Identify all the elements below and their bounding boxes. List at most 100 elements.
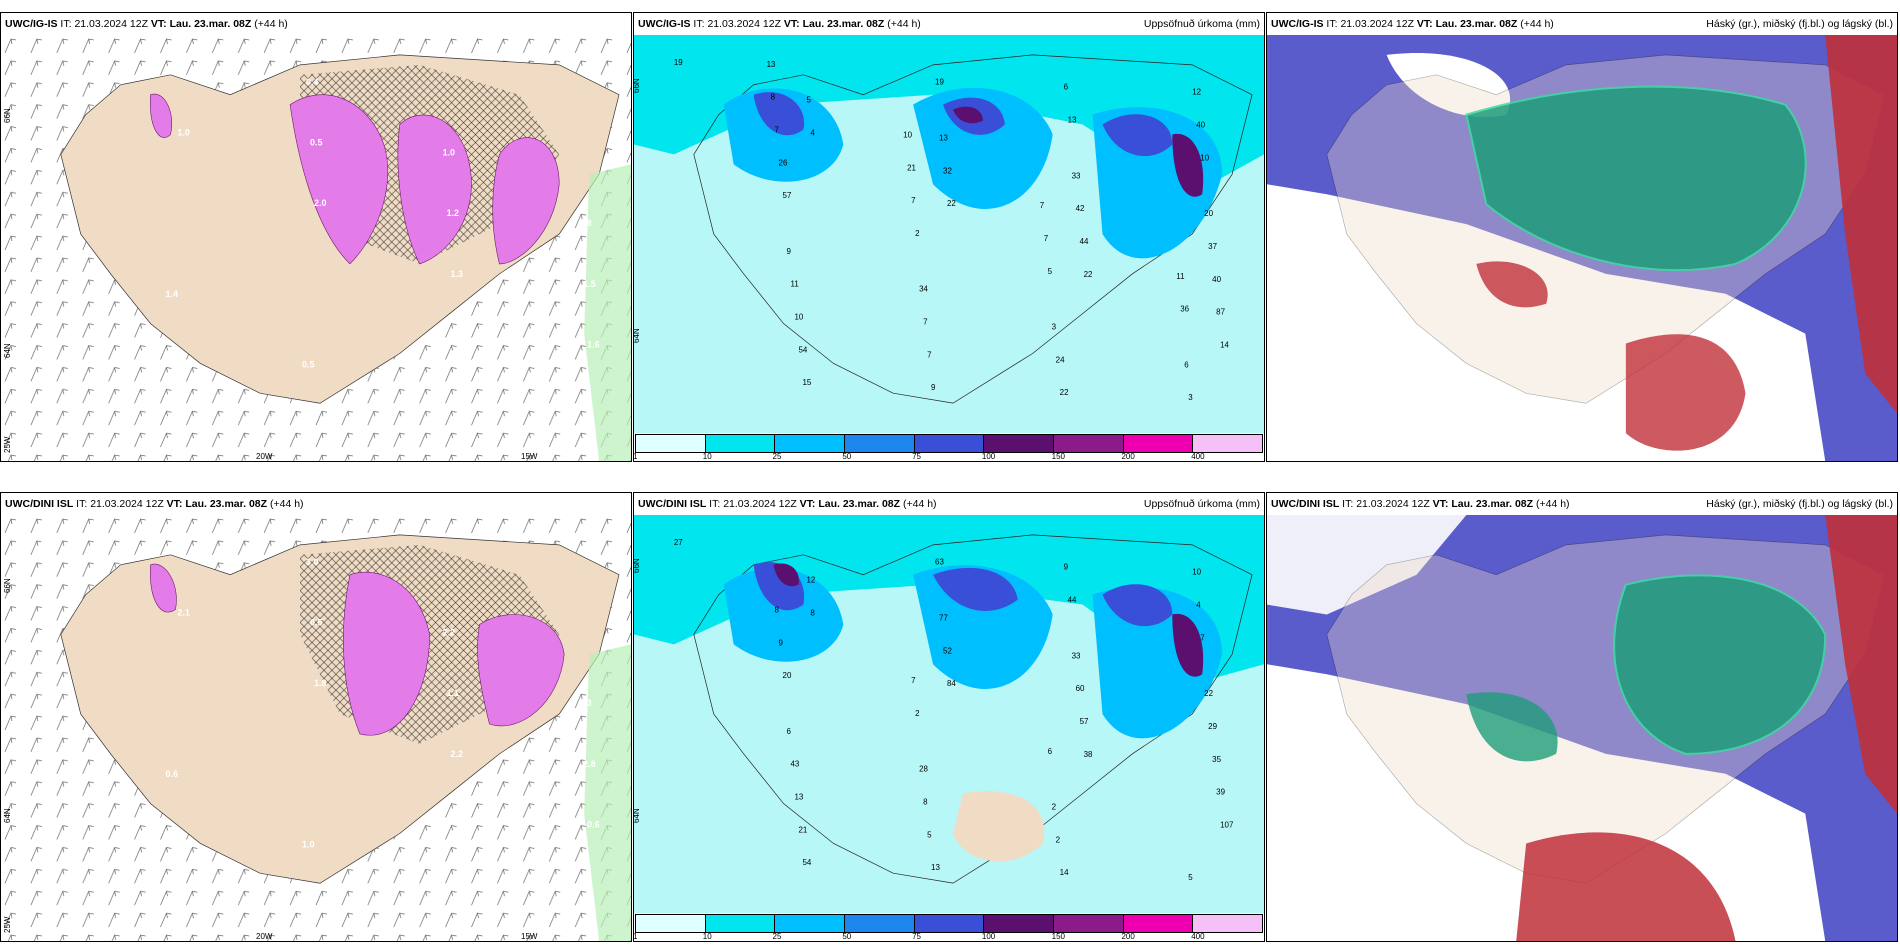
cloud-map xyxy=(1267,35,1897,461)
colorbar-swatch xyxy=(1193,435,1263,452)
map-value-label: 37 xyxy=(1208,242,1217,251)
map-value-label: 7 xyxy=(911,196,916,205)
colorbar-label: 400 xyxy=(1191,452,1205,461)
map-value-label: 27 xyxy=(674,538,683,547)
map-value-label: 5 xyxy=(927,830,932,839)
vt-label: VT: xyxy=(799,498,816,510)
map-value-label: 1.4 xyxy=(165,289,177,299)
colorbar-swatch xyxy=(1123,435,1194,452)
colorbar-label: 50 xyxy=(842,932,852,941)
map-value-label: 7 xyxy=(911,676,916,685)
map-value-label: 1.6 xyxy=(587,340,599,350)
panel-header: UWC/IG-IS IT: 21.03.2024 12Z VT: Lau. 23… xyxy=(1267,13,1897,35)
colorbar-swatch xyxy=(1193,915,1263,932)
map-value-label: 1.0 xyxy=(443,147,455,157)
colorbar-label: 400 xyxy=(1191,932,1205,941)
model-name: UWC/DINI ISL xyxy=(5,498,74,510)
map-value-label: 19 xyxy=(935,78,944,87)
lead-time: (+44 h) xyxy=(254,18,288,30)
colorbar-label: 100 xyxy=(981,452,996,461)
colorbar-label: 1 xyxy=(633,932,638,941)
map-value-label: 10 xyxy=(1200,153,1209,162)
it-label: IT: xyxy=(60,18,72,30)
map-value-label: 87 xyxy=(1216,308,1225,317)
map-value-label: 2.7 xyxy=(169,349,181,359)
map-value-label: 6 xyxy=(787,727,792,736)
map-panel-dini-wind: UWC/DINI ISL IT: 21.03.2024 12Z VT: Lau.… xyxy=(0,492,632,942)
colorbar-label: 200 xyxy=(1121,932,1135,941)
map-value-label: 11 xyxy=(1176,272,1185,281)
map-value-label: 1.1 xyxy=(447,688,459,698)
map-value-label: 33 xyxy=(1072,651,1081,660)
map-value-label: 22 xyxy=(1084,270,1093,279)
model-name: UWC/IG-IS xyxy=(5,18,58,30)
map-value-label: 0.4 xyxy=(306,77,318,87)
map-value-label: 54 xyxy=(802,858,811,867)
map-value-label: 28 xyxy=(919,765,928,774)
colorbar-label: 200 xyxy=(1121,452,1135,461)
map-value-label: 12 xyxy=(806,576,815,585)
map-value-label: 2 xyxy=(915,709,920,718)
valid-time: Lau. 23.mar. 08Z xyxy=(1435,18,1518,30)
colorbar-swatch xyxy=(1123,915,1194,932)
field-name: Háský (gr.), miðský (fj.bl.) og lágský (… xyxy=(1706,18,1893,30)
map-value-label: 22 xyxy=(947,199,956,208)
colorbar-label: 100 xyxy=(981,932,996,941)
map-value-label: 2.2 xyxy=(451,749,463,759)
vt-label: VT: xyxy=(150,18,167,30)
colorbar-label: 150 xyxy=(1051,452,1066,461)
colorbar-swatch xyxy=(775,915,846,932)
colorbar-swatch xyxy=(914,435,985,452)
map-value-label: 57 xyxy=(1080,717,1089,726)
map-value-label: 3 xyxy=(1188,393,1193,402)
lat-label: 66N xyxy=(633,78,641,93)
map-value-label: 0.6 xyxy=(587,820,599,830)
lead-time: (+44 h) xyxy=(1520,18,1554,30)
map-value-label: 7 xyxy=(927,350,932,359)
map-value-label: 107 xyxy=(1220,820,1234,829)
map-value-label: 43 xyxy=(791,760,800,769)
map-value-label: 10 xyxy=(794,313,803,322)
lat-label: 25W xyxy=(3,916,12,933)
valid-time: Lau. 23.mar. 08Z xyxy=(1451,498,1534,510)
lead-time: (+44 h) xyxy=(269,498,304,510)
lat-label: 66N xyxy=(633,558,641,573)
map-value-label: 2 xyxy=(1056,835,1061,844)
map-area xyxy=(1267,515,1897,941)
map-value-label: 38 xyxy=(1084,750,1093,759)
map-value-label: 10 xyxy=(903,130,912,139)
lon-label: 20W xyxy=(256,452,273,461)
map-value-label: 8 xyxy=(771,93,776,102)
map-value-label: 13 xyxy=(931,863,940,872)
map-value-label: 29 xyxy=(1208,722,1217,731)
map-value-label: 8 xyxy=(775,606,780,615)
panel-header: UWC/IG-IS IT: 21.03.2024 12Z VT: Lau. 23… xyxy=(634,13,1264,35)
vt-label: VT: xyxy=(1432,498,1449,510)
map-value-label: 39 xyxy=(1216,788,1225,797)
it-label: IT: xyxy=(1326,18,1338,30)
map-value-label: 15 xyxy=(802,378,811,387)
colorbar-label: 150 xyxy=(1051,932,1066,941)
map-value-label: 52 xyxy=(943,646,952,655)
map-value-label: 57 xyxy=(783,191,792,200)
panel-header: UWC/DINI ISL IT: 21.03.2024 12Z VT: Lau.… xyxy=(634,493,1264,515)
lat-label: 25W xyxy=(3,436,12,453)
precip-pink xyxy=(289,94,389,265)
map-value-label: 2.8 xyxy=(583,759,595,769)
map-value-label: 0.5 xyxy=(302,359,314,369)
colorbar: 1 10 25 50 75 100 150 200 400 xyxy=(634,433,1264,461)
map-value-label: 13 xyxy=(767,60,776,69)
colorbar-label: 25 xyxy=(772,452,782,461)
map-value-label: 1.0 xyxy=(302,839,314,849)
colorbar-swatch xyxy=(636,915,706,932)
lat-label: 64N xyxy=(633,808,641,823)
precip-map: 1942222145324487151342405419333710913201… xyxy=(634,35,1264,433)
map-value-label: 7 xyxy=(923,318,928,327)
colorbar-label: 25 xyxy=(772,932,782,941)
colorbar-label: 10 xyxy=(702,452,712,461)
iceland-outline xyxy=(693,54,1253,404)
colorbar-swatch xyxy=(914,915,985,932)
map-value-label: 9 xyxy=(1064,563,1069,572)
map-value-label: 1.7 xyxy=(169,829,181,839)
vt-label: VT: xyxy=(166,498,183,510)
